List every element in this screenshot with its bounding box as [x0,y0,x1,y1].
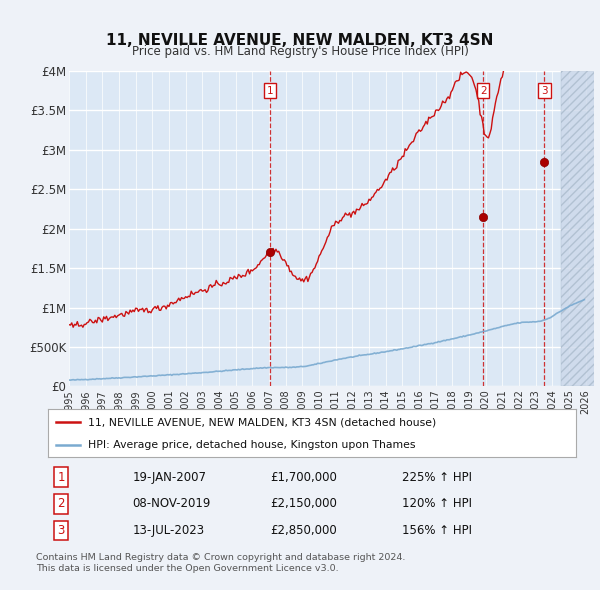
Bar [560,71,600,386]
Text: 2: 2 [58,497,65,510]
Text: £2,850,000: £2,850,000 [270,524,337,537]
Text: 11, NEVILLE AVENUE, NEW MALDEN, KT3 4SN: 11, NEVILLE AVENUE, NEW MALDEN, KT3 4SN [106,32,494,48]
Text: 2: 2 [480,86,487,96]
Text: 19-JAN-2007: 19-JAN-2007 [133,471,206,484]
Text: 225% ↑ HPI: 225% ↑ HPI [402,471,472,484]
Text: Price paid vs. HM Land Registry's House Price Index (HPI): Price paid vs. HM Land Registry's House … [131,45,469,58]
Text: 120% ↑ HPI: 120% ↑ HPI [402,497,472,510]
Text: £2,150,000: £2,150,000 [270,497,337,510]
Text: 1: 1 [58,471,65,484]
Text: £1,700,000: £1,700,000 [270,471,337,484]
Text: 13-JUL-2023: 13-JUL-2023 [133,524,205,537]
Text: 1: 1 [266,86,273,96]
Text: 3: 3 [541,86,548,96]
Text: Contains HM Land Registry data © Crown copyright and database right 2024.
This d: Contains HM Land Registry data © Crown c… [36,553,406,573]
Text: HPI: Average price, detached house, Kingston upon Thames: HPI: Average price, detached house, King… [88,440,415,450]
Text: 08-NOV-2019: 08-NOV-2019 [133,497,211,510]
Text: 11, NEVILLE AVENUE, NEW MALDEN, KT3 4SN (detached house): 11, NEVILLE AVENUE, NEW MALDEN, KT3 4SN … [88,417,436,427]
Text: 156% ↑ HPI: 156% ↑ HPI [402,524,472,537]
Text: 3: 3 [58,524,65,537]
